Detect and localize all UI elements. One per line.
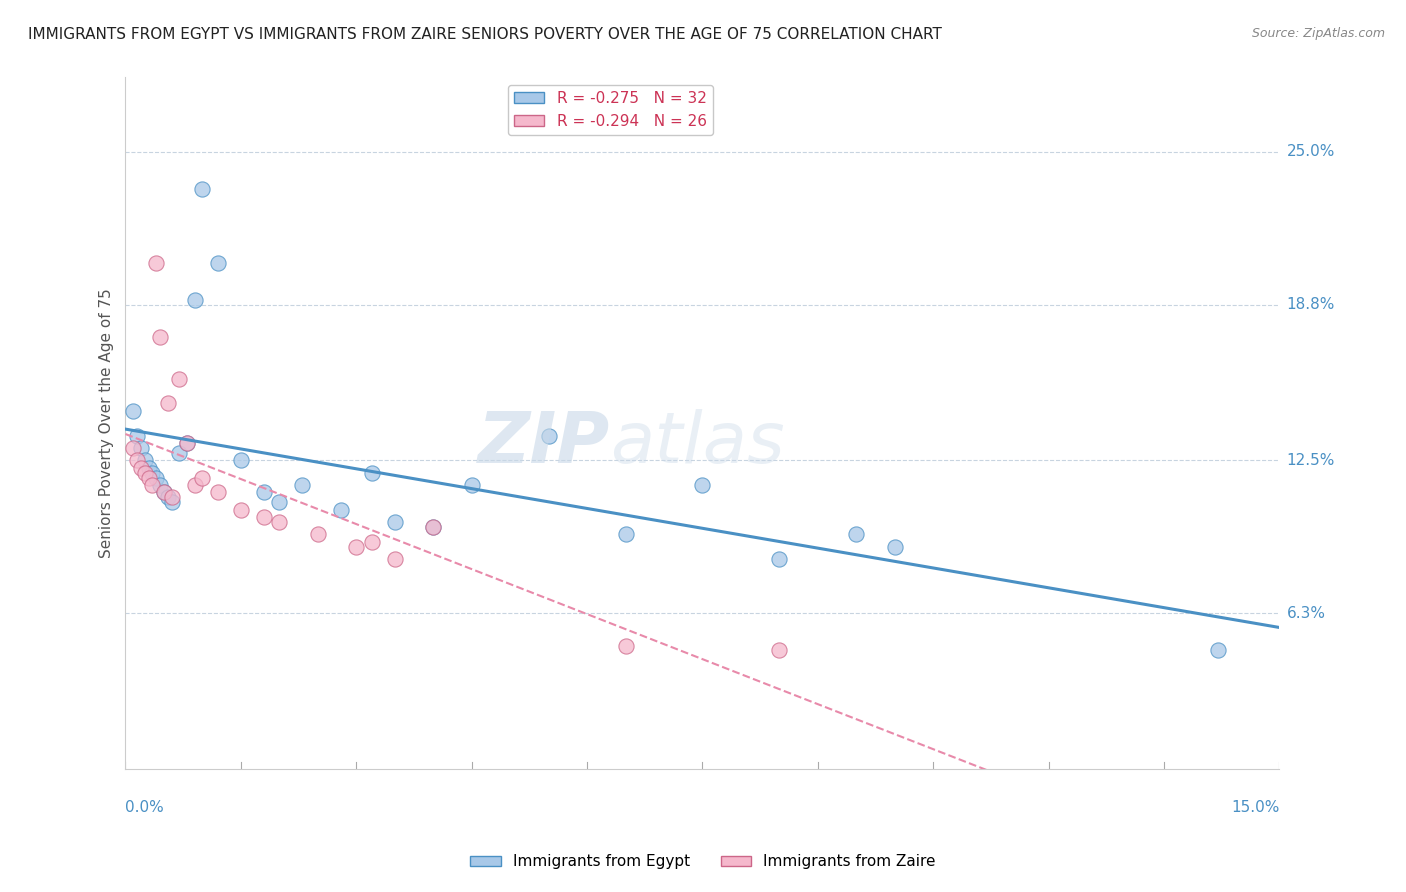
Point	[122, 441, 145, 455]
Point	[360, 534, 382, 549]
Point	[145, 470, 167, 484]
Point	[129, 460, 152, 475]
Point	[344, 540, 367, 554]
Legend: Immigrants from Egypt, Immigrants from Zaire: Immigrants from Egypt, Immigrants from Z…	[464, 848, 942, 875]
Text: 12.5%: 12.5%	[1286, 453, 1334, 467]
Legend: R = -0.275   N = 32, R = -0.294   N = 26: R = -0.275 N = 32, R = -0.294 N = 26	[508, 85, 713, 135]
Point	[145, 255, 167, 269]
Text: 15.0%: 15.0%	[1232, 799, 1279, 814]
Point	[384, 552, 406, 566]
Point	[614, 527, 637, 541]
Point	[460, 478, 482, 492]
Point	[360, 466, 382, 480]
Point	[422, 520, 444, 534]
Text: Source: ZipAtlas.com: Source: ZipAtlas.com	[1251, 27, 1385, 40]
Point	[768, 552, 790, 566]
Point	[253, 510, 276, 524]
Text: IMMIGRANTS FROM EGYPT VS IMMIGRANTS FROM ZAIRE SENIORS POVERTY OVER THE AGE OF 7: IMMIGRANTS FROM EGYPT VS IMMIGRANTS FROM…	[28, 27, 942, 42]
Point	[229, 502, 252, 516]
Point	[207, 485, 229, 500]
Point	[183, 293, 205, 307]
Point	[269, 495, 291, 509]
Point	[614, 639, 637, 653]
Point	[537, 428, 560, 442]
Point	[183, 478, 205, 492]
Point	[329, 502, 352, 516]
Point	[141, 466, 163, 480]
Point	[269, 515, 291, 529]
Point	[291, 478, 314, 492]
Point	[134, 453, 156, 467]
Point	[149, 478, 172, 492]
Text: 0.0%: 0.0%	[125, 799, 165, 814]
Point	[125, 428, 148, 442]
Point	[207, 255, 229, 269]
Text: atlas: atlas	[610, 409, 785, 478]
Y-axis label: Seniors Poverty Over the Age of 75: Seniors Poverty Over the Age of 75	[100, 288, 114, 558]
Point	[141, 478, 163, 492]
Point	[422, 520, 444, 534]
Text: ZIP: ZIP	[478, 409, 610, 478]
Point	[156, 396, 179, 410]
Point	[169, 446, 191, 460]
Point	[153, 485, 176, 500]
Text: 18.8%: 18.8%	[1286, 297, 1334, 312]
Point	[883, 540, 905, 554]
Point	[160, 491, 183, 505]
Point	[845, 527, 868, 541]
Point	[191, 470, 214, 484]
Point	[138, 460, 160, 475]
Point	[129, 441, 152, 455]
Point	[191, 181, 214, 195]
Point	[138, 470, 160, 484]
Point	[384, 515, 406, 529]
Point	[768, 643, 790, 657]
Point	[156, 491, 179, 505]
Point	[176, 436, 198, 450]
Point	[134, 466, 156, 480]
Point	[122, 404, 145, 418]
Point	[153, 485, 176, 500]
Text: 25.0%: 25.0%	[1286, 144, 1334, 159]
Point	[169, 372, 191, 386]
Point	[125, 453, 148, 467]
Text: 6.3%: 6.3%	[1286, 606, 1326, 621]
Point	[229, 453, 252, 467]
Point	[176, 436, 198, 450]
Point	[1206, 643, 1229, 657]
Point	[307, 527, 329, 541]
Point	[160, 495, 183, 509]
Point	[692, 478, 714, 492]
Point	[253, 485, 276, 500]
Point	[149, 330, 172, 344]
